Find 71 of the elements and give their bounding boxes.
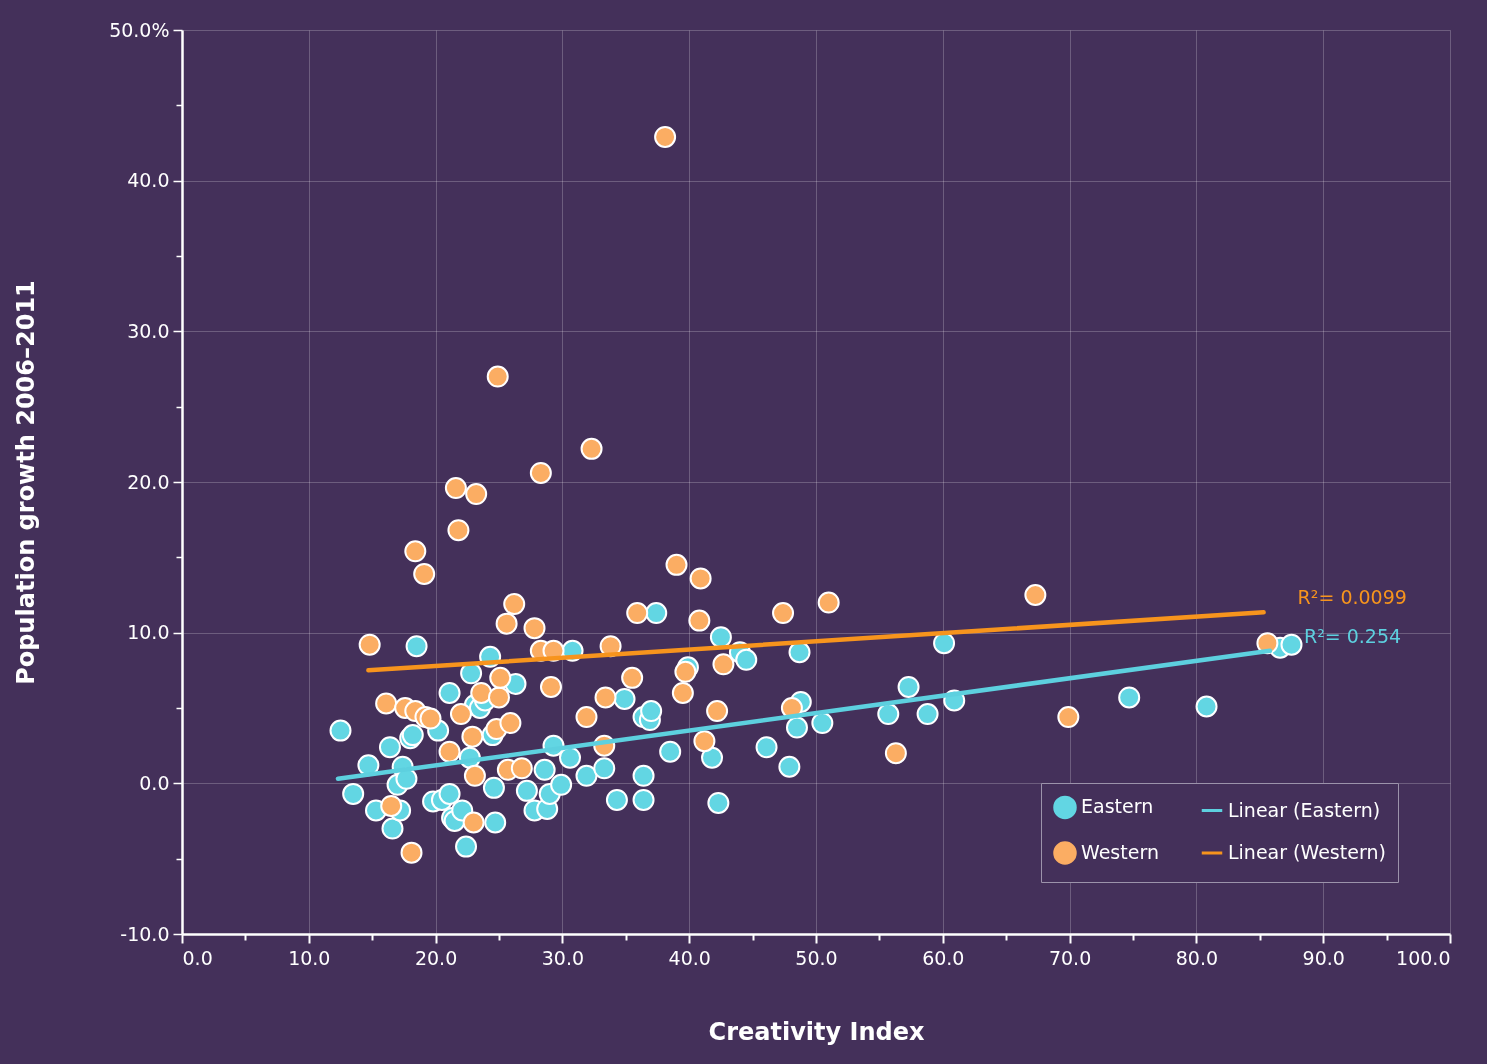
y-axis-title: Population growth 2006–2011 [12,280,41,685]
point [539,675,562,698]
point [1057,706,1080,729]
point [693,730,716,753]
y-tick-label: 0.0 [139,771,170,794]
legend-label: Eastern [1081,795,1154,818]
point [706,700,729,722]
legend-label: Western [1081,841,1159,863]
point [447,519,470,542]
x-tick-label: 10.0 [288,946,331,969]
point [712,653,735,676]
point [419,707,442,730]
x-tick-label: 100.0 [1396,946,1451,969]
y-tick-label: 30.0 [127,319,170,342]
point [375,692,398,715]
point [486,365,509,388]
point [461,725,484,748]
x-axis-title: Creativity Index [708,1017,925,1046]
point [413,562,436,585]
point [449,703,472,726]
point [488,686,510,709]
point [621,666,644,689]
point [575,706,598,729]
y-tick-label: 20.0 [127,470,170,493]
y-tick-label: 40.0 [127,169,170,192]
point [499,712,522,735]
point [884,742,907,765]
x-tick-label: 60.0 [922,946,965,969]
x-tick-label: 40.0 [668,946,711,969]
annotation: R²= 0.254 [1303,624,1402,647]
point [674,660,697,683]
point [358,633,381,656]
point [654,125,677,148]
point [438,740,461,763]
point [689,567,712,590]
x-tick-label: 50.0 [795,946,838,969]
legend-label: Linear (Eastern) [1228,798,1381,821]
point [465,483,488,506]
point [1024,584,1047,606]
point [580,437,603,460]
x-tick-label: 30.0 [541,946,585,969]
point [594,686,617,709]
point [503,593,526,616]
point [404,540,427,563]
x-tick-label: 80.0 [1175,946,1219,969]
point [671,681,694,704]
y-tick-label: -10.0 [120,922,170,945]
x-tick-label: 70.0 [1048,946,1092,969]
point [817,591,840,614]
point [772,602,795,625]
point [626,602,649,625]
x-tick-label: 20.0 [414,946,458,969]
point [470,681,493,704]
y-tick-label: 10.0 [127,621,170,644]
legend-label: Linear (Western) [1228,841,1386,863]
point [495,612,518,635]
point [462,811,485,834]
point [380,794,403,817]
y-tick-label: 50.0% [109,18,170,41]
point [688,609,711,632]
point [510,757,533,780]
x-tick-label: 0.0 [182,946,213,969]
point [529,461,552,484]
point [400,841,423,864]
point [665,553,688,576]
x-tick-label: 90.0 [1302,946,1345,969]
point [523,617,546,640]
point [463,764,486,787]
annotation: R²= 0.0099 [1297,586,1407,609]
point [489,666,512,689]
point [444,477,467,500]
